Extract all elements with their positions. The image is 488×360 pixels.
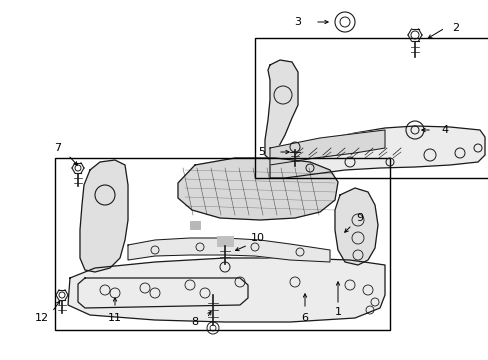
Text: 2: 2 bbox=[451, 23, 459, 33]
Bar bbox=[55, 158, 389, 330]
Polygon shape bbox=[334, 188, 377, 265]
Text: 1: 1 bbox=[334, 307, 341, 317]
Text: 6: 6 bbox=[301, 313, 308, 323]
Text: 3: 3 bbox=[294, 17, 301, 27]
Polygon shape bbox=[264, 60, 297, 160]
Polygon shape bbox=[269, 130, 384, 165]
Text: 11: 11 bbox=[108, 313, 122, 323]
Polygon shape bbox=[80, 160, 128, 272]
Text: 5: 5 bbox=[258, 147, 265, 157]
Bar bbox=[190, 221, 200, 229]
Bar bbox=[217, 236, 232, 246]
Polygon shape bbox=[128, 238, 329, 262]
Polygon shape bbox=[68, 258, 384, 322]
Text: 8: 8 bbox=[191, 317, 198, 327]
Text: 10: 10 bbox=[250, 233, 264, 243]
Bar bbox=[254, 38, 488, 178]
Text: 9: 9 bbox=[356, 213, 363, 223]
Text: 7: 7 bbox=[54, 143, 61, 153]
Polygon shape bbox=[78, 278, 247, 308]
Text: 12: 12 bbox=[35, 313, 49, 323]
Polygon shape bbox=[178, 158, 337, 220]
Text: 4: 4 bbox=[441, 125, 447, 135]
Polygon shape bbox=[269, 126, 484, 178]
